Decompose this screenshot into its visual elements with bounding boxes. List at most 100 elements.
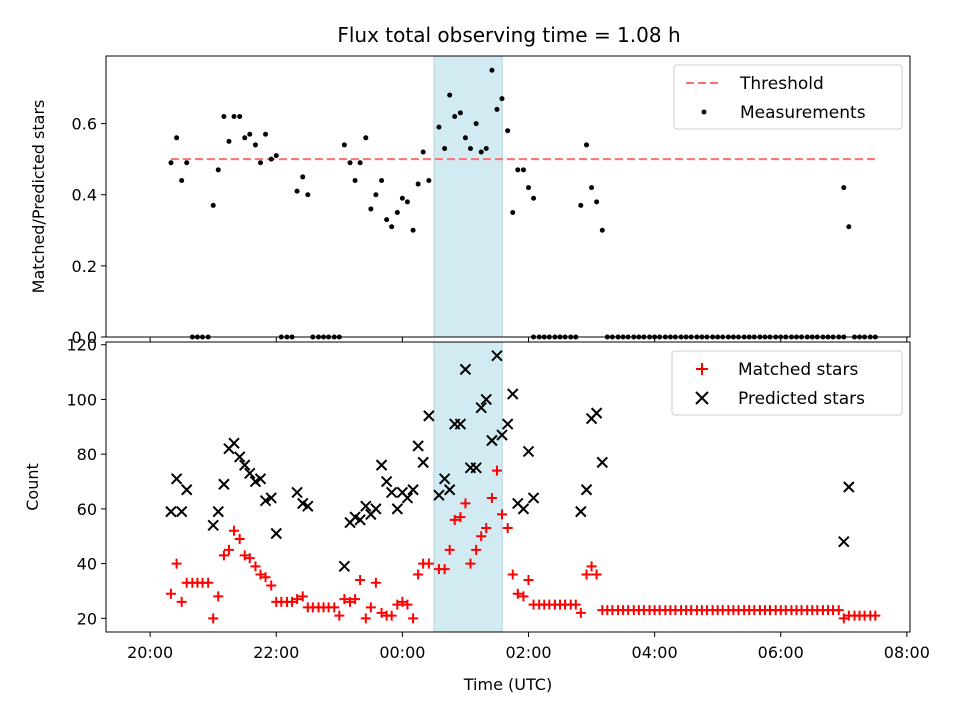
data-point [252, 142, 258, 148]
data-point [439, 564, 450, 575]
data-point [402, 599, 413, 610]
data-point [334, 610, 345, 621]
data-point [399, 195, 405, 201]
data-point [338, 560, 351, 573]
data-point [250, 561, 261, 572]
data-point [413, 569, 424, 580]
data-point [486, 492, 497, 503]
data-point [480, 393, 492, 406]
data-point [401, 492, 414, 504]
data-point [259, 494, 272, 507]
data-point [339, 594, 350, 605]
data-point [265, 492, 277, 504]
data-point [491, 465, 502, 476]
data-point [218, 478, 230, 490]
data-point [423, 558, 434, 569]
x-tick-label: 04:00 [632, 643, 678, 662]
data-point [581, 569, 592, 580]
data-point [287, 596, 298, 607]
data-point [368, 206, 374, 212]
y-tick-label: 100 [66, 390, 97, 409]
data-point [457, 110, 463, 116]
y-tick-label: 80 [77, 445, 97, 464]
legend-box [671, 350, 903, 416]
data-point [599, 227, 605, 233]
data-point [357, 160, 363, 166]
data-point [841, 185, 847, 191]
data-point [239, 550, 250, 561]
data-point [223, 544, 234, 555]
data-point [410, 227, 416, 233]
data-point [168, 160, 174, 166]
data-point [520, 167, 526, 173]
data-point [228, 437, 240, 449]
y-axis-label: Count [23, 463, 42, 511]
data-point [363, 135, 369, 141]
data-point [476, 531, 487, 542]
data-point [589, 185, 595, 191]
data-point [491, 349, 503, 362]
data-point [499, 96, 505, 102]
x-tick-label: 02:00 [505, 643, 551, 662]
y-tick-label: 0.0 [72, 328, 97, 347]
data-point [370, 577, 381, 588]
data-point [486, 434, 498, 447]
data-point [176, 596, 187, 607]
data-point [442, 145, 448, 151]
data-point [244, 553, 255, 564]
data-point [229, 525, 240, 536]
data-point [392, 599, 403, 610]
data-point [350, 594, 361, 605]
data-point [397, 596, 408, 607]
data-point [444, 544, 455, 555]
data-point [233, 451, 246, 463]
data-point [473, 121, 479, 127]
data-point [459, 363, 472, 376]
data-point [494, 106, 500, 112]
data-point [570, 599, 581, 610]
data-point [391, 503, 404, 515]
panel-bottom: 20 40 60 80 100 120 20:00 22:00 00:00 02:00 04:00 0… [23, 336, 930, 694]
data-point [483, 145, 489, 151]
legend-label: Measurements [740, 103, 866, 123]
data-point [379, 177, 385, 183]
data-point [212, 505, 224, 518]
data-point [436, 124, 442, 130]
data-point [239, 459, 251, 471]
data-point [266, 580, 277, 591]
data-point [175, 505, 188, 518]
data-point [257, 160, 263, 166]
data-point [263, 131, 269, 137]
data-point [502, 523, 513, 534]
data-point [510, 210, 516, 216]
data-point [531, 195, 537, 201]
data-point [580, 484, 593, 496]
y-tick-label: 20 [77, 609, 97, 628]
data-point [420, 149, 426, 155]
data-point [254, 473, 267, 485]
x-tick-label: 00:00 [379, 643, 425, 662]
axes-frame [105, 341, 911, 633]
data-point [360, 613, 371, 624]
data-point [184, 160, 190, 166]
data-point [165, 588, 176, 599]
data-point [347, 160, 353, 166]
data-point [355, 575, 366, 586]
data-point [179, 177, 185, 183]
legend-marker [701, 109, 707, 115]
legend-label: Threshold [739, 74, 824, 94]
data-point [470, 462, 482, 474]
data-point [404, 199, 410, 205]
data-point [213, 591, 224, 602]
data-point [181, 484, 193, 496]
data-point [237, 113, 243, 119]
data-point [260, 572, 271, 583]
data-point [255, 569, 266, 580]
data-point [365, 602, 376, 613]
data-point [518, 591, 529, 602]
data-point [208, 613, 219, 624]
x-tick-label: 08:00 [884, 643, 930, 662]
data-point [460, 498, 471, 509]
data-point [210, 202, 216, 208]
data-point [247, 131, 253, 137]
